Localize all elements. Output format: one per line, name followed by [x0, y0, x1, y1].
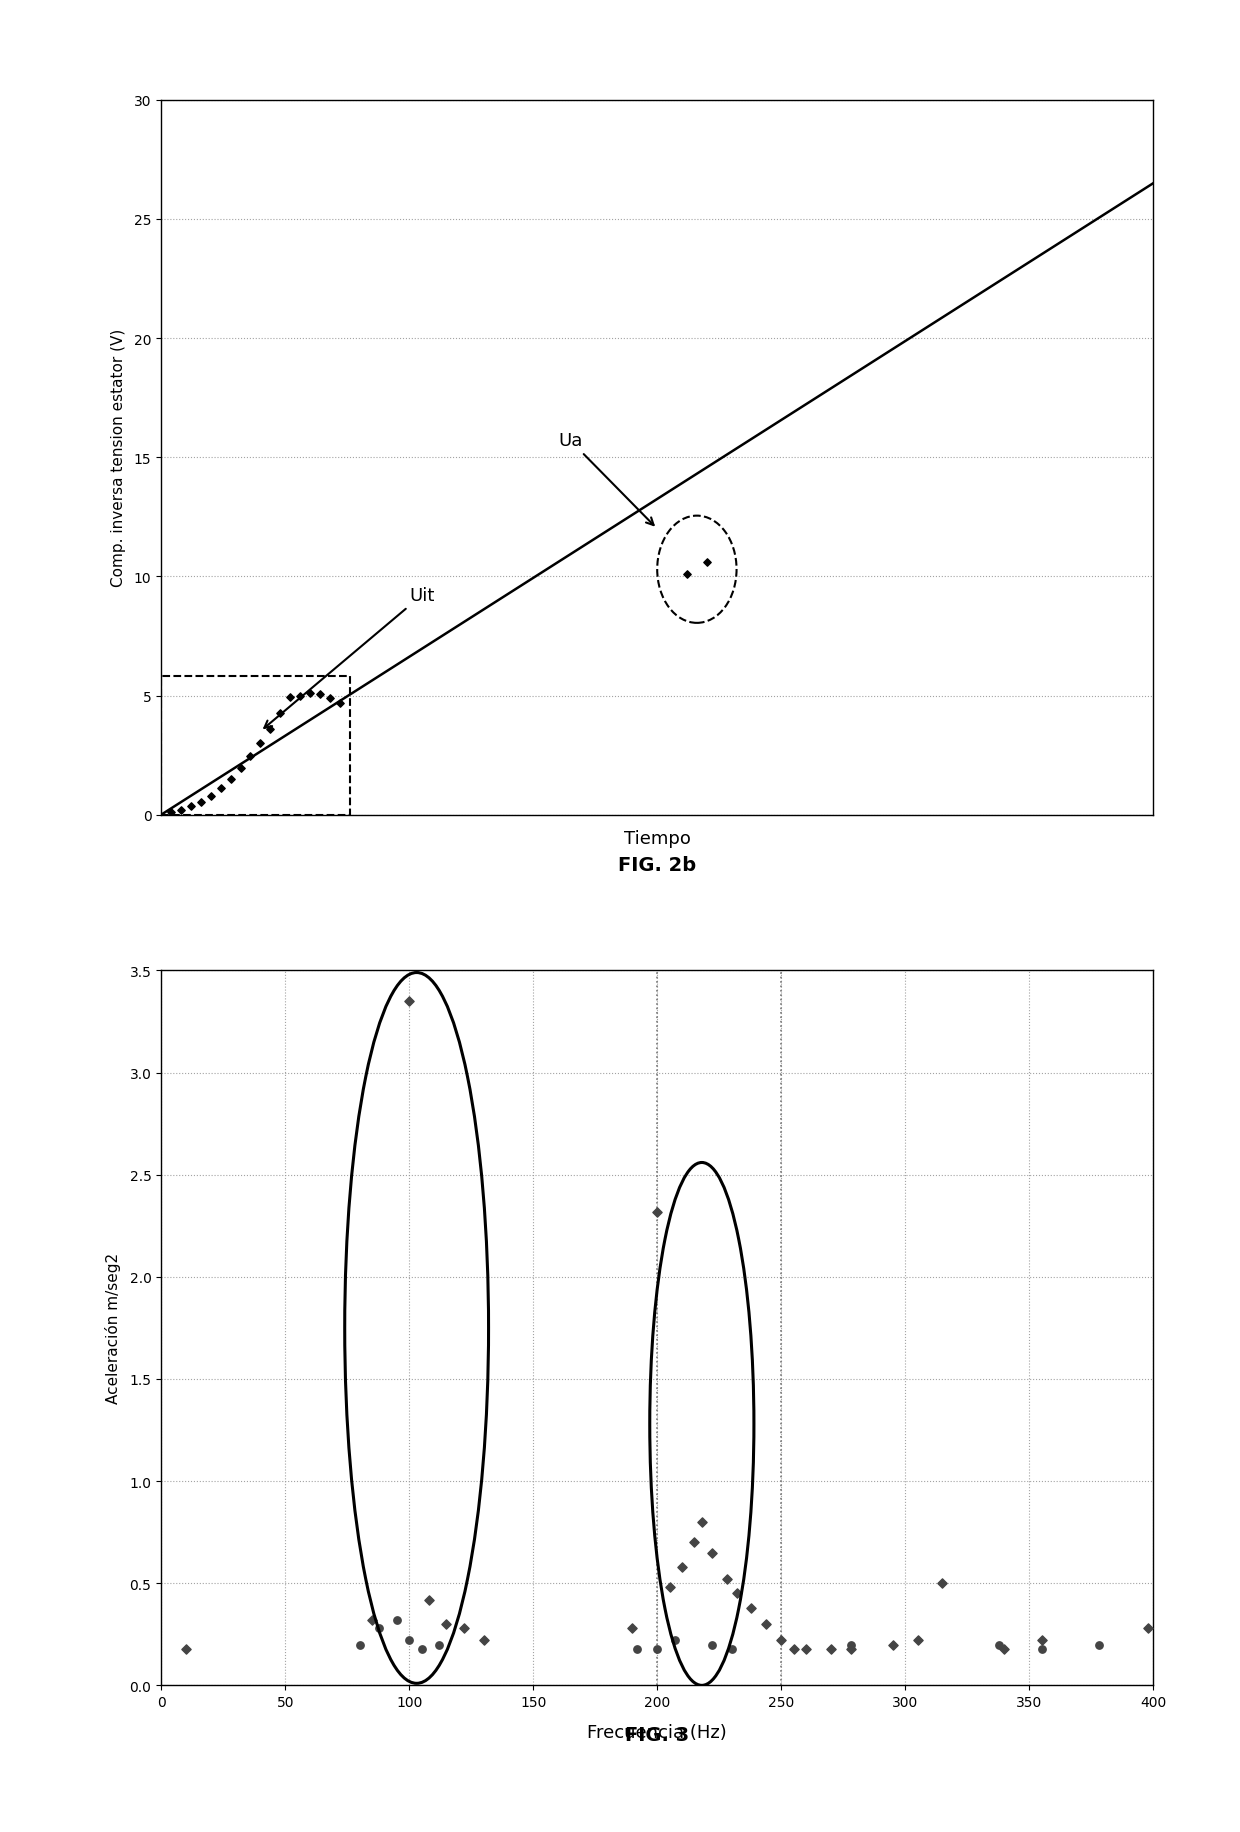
- Point: [310, 680, 330, 709]
- Point: [627, 1634, 647, 1663]
- Point: [387, 1605, 407, 1634]
- Point: [436, 1610, 456, 1640]
- Text: Ua: Ua: [558, 432, 653, 526]
- Point: [370, 1614, 389, 1643]
- Text: FIG. 2b: FIG. 2b: [618, 856, 697, 874]
- Point: [474, 1625, 494, 1654]
- Point: [290, 682, 310, 711]
- Point: [320, 683, 340, 713]
- Point: [908, 1625, 928, 1654]
- Point: [399, 987, 419, 1017]
- Point: [660, 1574, 680, 1603]
- Point: [622, 1614, 642, 1643]
- Point: [717, 1565, 737, 1594]
- Point: [191, 788, 211, 817]
- Point: [697, 548, 717, 577]
- Point: [994, 1634, 1014, 1663]
- Point: [362, 1605, 382, 1634]
- Point: [454, 1614, 474, 1643]
- Point: [932, 1568, 952, 1598]
- Point: [702, 1630, 722, 1660]
- Point: [429, 1630, 449, 1660]
- Point: [756, 1610, 776, 1640]
- Point: [241, 742, 260, 771]
- Point: [201, 782, 221, 812]
- Point: [684, 1528, 704, 1557]
- Point: [672, 1552, 692, 1581]
- Point: [176, 1634, 196, 1663]
- Point: [250, 729, 270, 758]
- Text: Uit: Uit: [264, 586, 434, 729]
- Point: [419, 1585, 439, 1614]
- Point: [1138, 1614, 1158, 1643]
- Point: [231, 755, 250, 784]
- Point: [260, 714, 280, 744]
- Point: [821, 1634, 841, 1663]
- Y-axis label: Comp. inversa tension estator (V): Comp. inversa tension estator (V): [110, 330, 125, 586]
- Point: [727, 1579, 746, 1608]
- Point: [221, 766, 241, 795]
- X-axis label: Tiempo: Tiempo: [624, 830, 691, 846]
- Point: [300, 680, 320, 709]
- Point: [181, 791, 201, 821]
- Text: FIG. 3: FIG. 3: [625, 1726, 689, 1744]
- Point: [841, 1634, 861, 1663]
- X-axis label: Frecuencia (Hz): Frecuencia (Hz): [588, 1724, 727, 1740]
- Point: [665, 1625, 684, 1654]
- Point: [1032, 1634, 1052, 1663]
- Point: [742, 1594, 761, 1623]
- Point: [702, 1539, 722, 1568]
- Point: [784, 1634, 804, 1663]
- Point: [722, 1634, 742, 1663]
- Point: [647, 1196, 667, 1226]
- Point: [211, 775, 231, 804]
- Point: [171, 795, 191, 824]
- Point: [399, 1625, 419, 1654]
- Point: [270, 700, 290, 729]
- Point: [1032, 1625, 1052, 1654]
- Point: [280, 683, 300, 713]
- Point: [161, 799, 181, 828]
- Point: [841, 1630, 861, 1660]
- Point: [990, 1630, 1009, 1660]
- Point: [677, 561, 697, 590]
- Point: [412, 1634, 432, 1663]
- Point: [647, 1634, 667, 1663]
- Point: [796, 1634, 816, 1663]
- Y-axis label: Aceleración m/seg2: Aceleración m/seg2: [105, 1253, 122, 1403]
- Point: [771, 1625, 791, 1654]
- Point: [883, 1630, 903, 1660]
- Point: [330, 689, 350, 718]
- Point: [350, 1630, 370, 1660]
- Point: [692, 1508, 712, 1537]
- Point: [1089, 1630, 1109, 1660]
